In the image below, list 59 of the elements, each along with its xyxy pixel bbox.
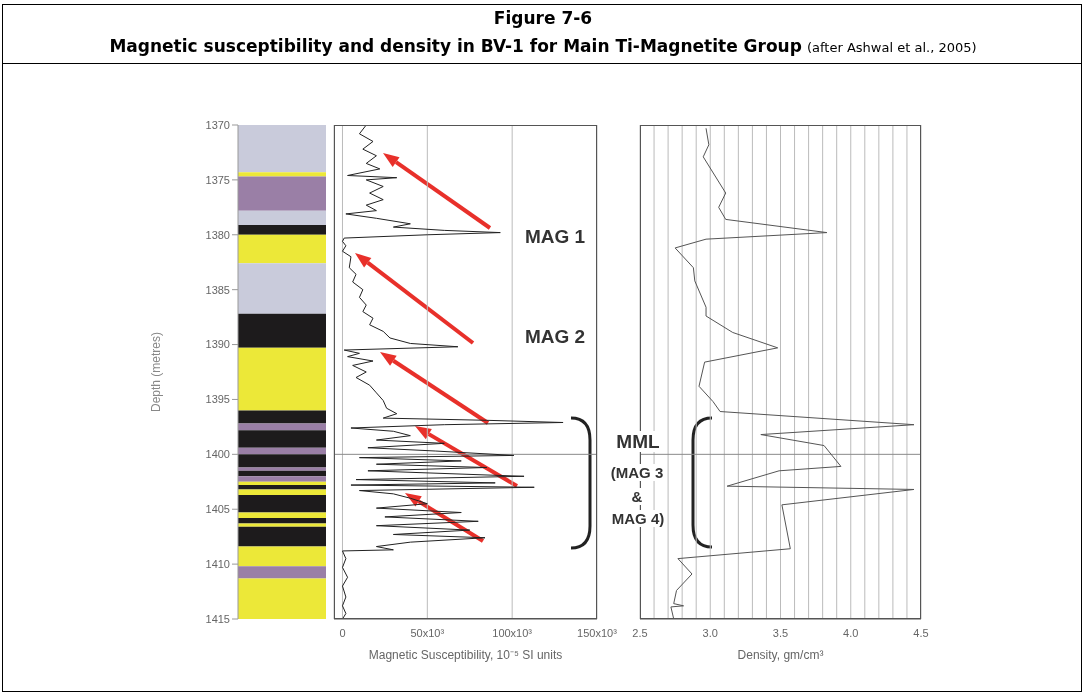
bar <box>238 263 326 314</box>
bar <box>238 176 326 211</box>
bar <box>238 578 326 619</box>
y-axis-title: Depth (metres) <box>149 331 164 413</box>
bar <box>238 347 326 411</box>
y-tick-label: 1410 <box>205 558 230 571</box>
bar <box>238 481 326 486</box>
bar <box>238 566 326 579</box>
bar <box>238 234 326 264</box>
y-tick-label: 1390 <box>205 338 230 351</box>
x-axis-title: Magnetic Susceptibility, 10⁻⁵ SI units <box>368 648 563 662</box>
bar <box>238 313 326 348</box>
x-tick-label: 50x10³ <box>410 627 445 639</box>
bar <box>238 467 326 471</box>
bar <box>238 210 326 225</box>
y-tick-label: 1395 <box>205 393 230 406</box>
bar <box>238 447 326 455</box>
bar <box>238 430 326 448</box>
x-tick-label: 4.0 <box>843 627 859 639</box>
y-tick-label: 1415 <box>205 612 230 625</box>
bar <box>238 476 326 482</box>
y-tick-label: 1370 <box>205 118 230 131</box>
bar <box>238 125 326 173</box>
y-tick-label: 1380 <box>205 228 230 241</box>
x-tick-label: 2.5 <box>632 627 648 639</box>
bar <box>238 489 326 495</box>
y-tick-label: 1405 <box>205 503 230 516</box>
x-tick-label: 0 <box>339 627 346 639</box>
x-tick-label: 150x10³ <box>577 627 618 639</box>
bar <box>238 485 326 490</box>
annotation: MAG 2 <box>522 325 588 347</box>
bar <box>238 518 326 524</box>
annotation: MML <box>614 430 662 452</box>
bar <box>238 423 326 431</box>
y-tick-label: 1385 <box>205 283 230 296</box>
bar <box>238 454 326 468</box>
text: (after Ashwal et al., 2005) <box>806 40 977 55</box>
x-tick-label: 4.5 <box>913 627 929 639</box>
bar <box>238 172 326 177</box>
chart-title: Figure 7-6 <box>492 8 594 28</box>
bar <box>238 494 326 513</box>
bar <box>238 546 326 567</box>
annotation: MAG 4) <box>609 510 667 527</box>
bar <box>238 512 326 518</box>
annotation: MAG 1 <box>522 225 588 247</box>
x-axis-title: Density, gm/cm³ <box>737 648 824 662</box>
x-tick-label: 3.0 <box>702 627 718 639</box>
bar <box>238 224 326 235</box>
y-tick-label: 1400 <box>205 448 230 461</box>
bar <box>238 523 326 527</box>
bar <box>238 410 326 424</box>
x-tick-label: 3.5 <box>772 627 789 639</box>
chart-subtitle: Magnetic susceptibility and density in BV-1 for Main Ti-Magnetite Group <box>109 36 802 56</box>
annotation: & <box>629 488 645 505</box>
annotation: (MAG 3 <box>608 464 666 481</box>
bar <box>238 470 326 477</box>
bar <box>238 526 326 547</box>
y-tick-label: 1375 <box>205 173 230 186</box>
x-tick-label: 100x10³ <box>492 627 533 639</box>
